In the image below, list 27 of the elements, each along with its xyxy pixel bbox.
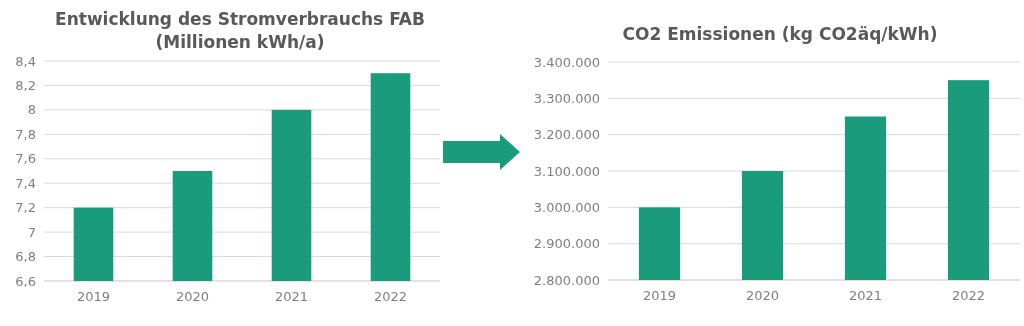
chart-title: CO2 Emissionen (kg CO2äq/kWh) [622,24,938,44]
y-tick-label: 8 [27,102,36,118]
y-tick-label: 3.000.000 [533,199,600,215]
y-tick-label: 3.100.000 [533,163,600,179]
x-tick-label: 2019 [76,289,111,304]
y-tick-label: 7 [27,224,36,240]
y-tick-label: 7,6 [15,151,36,167]
x-tick-label: 2019 [642,288,677,303]
x-tick-label: 2020 [175,289,210,304]
x-tick-label: 2020 [745,288,780,303]
y-tick-label: 7,4 [15,175,36,191]
y-tick-label: 3.200.000 [533,127,600,143]
y-tick-label: 7,8 [15,126,36,142]
chart-title: Entwicklung des Stromverbrauchs FAB (Millionen kWh/a) [55,9,425,52]
y-tick-label: 7,2 [15,200,36,216]
y-tick-label: 3.300.000 [533,90,600,106]
y-tick-label: 3.400.000 [533,54,600,70]
y-tick-label: 2.800.000 [533,272,600,288]
y-tick-label: 6,8 [15,249,36,265]
x-tick-label: 2021 [274,289,309,304]
x-tick-label: 2022 [373,289,408,304]
x-tick-label: 2021 [848,288,883,303]
y-tick-label: 6,6 [15,273,36,289]
y-tick-label: 8,4 [15,53,36,69]
x-tick-label: 2022 [951,288,986,303]
y-tick-label: 2.900.000 [533,236,600,252]
y-tick-label: 8,2 [15,77,36,93]
